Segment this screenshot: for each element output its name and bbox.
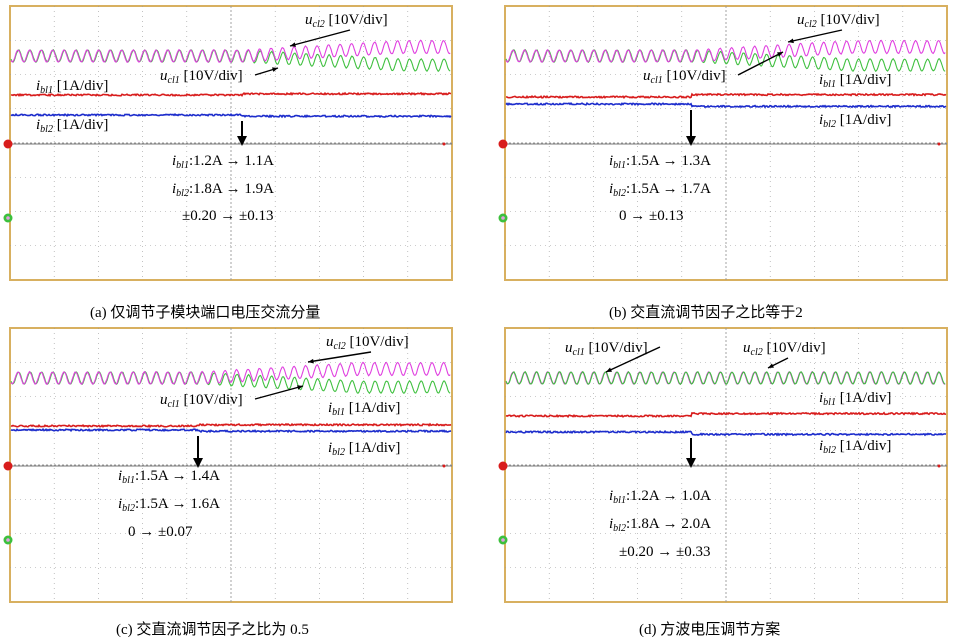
- pointer-ucl1: [254, 385, 304, 400]
- scope-plot-b: ucl2 [10V/div] ucl1 [10V/div] ibl1 [1A/div…: [498, 5, 948, 281]
- label-ibl2: ibl2 [1A/div]: [328, 440, 400, 458]
- waveform-ucl2: [10, 361, 451, 386]
- pointer-ucl1: [605, 346, 661, 373]
- pointer-ucl2-head: [290, 42, 296, 47]
- channel-marker-inner: [6, 538, 10, 542]
- channel-marker-red: [498, 139, 508, 149]
- switch-arrow-head: [686, 458, 696, 468]
- label-ibl2: ibl2 [1A/div]: [36, 117, 108, 135]
- switch-arrow-head: [237, 136, 247, 146]
- label-ibl1: ibl1 [1A/div]: [328, 400, 400, 418]
- waveform-ucl2: [10, 39, 451, 63]
- pointer-ucl2: [787, 29, 843, 43]
- label-ucl1: ucl1 [10V/div]: [643, 68, 726, 86]
- label-ucl1: ucl1 [10V/div]: [160, 68, 243, 86]
- label-ucl2: ucl2 [10V/div]: [305, 12, 388, 30]
- annotation-line-3: 0 → ±0.07: [128, 524, 193, 540]
- annotation-line-2: ibl2:1.8A → 2.0A: [609, 516, 711, 534]
- caption-d: (d) 方波电压调节方案: [639, 622, 781, 638]
- caption-b: (b) 交直流调节因子之比等于2: [609, 305, 803, 321]
- channel-marker-inner: [501, 538, 505, 542]
- annotation-line-1: ibl1:1.5A → 1.4A: [118, 468, 220, 486]
- annotation-line-2: ibl2:1.5A → 1.6A: [118, 496, 220, 514]
- trace-ibl2: [505, 102, 947, 109]
- switch-arrow-head: [193, 458, 203, 468]
- label-ibl1: ibl1 [1A/div]: [819, 390, 891, 408]
- trace-ibl1: [505, 92, 947, 99]
- pointer-ucl2: [289, 29, 351, 47]
- label-ucl2: ucl2 [10V/div]: [326, 334, 409, 352]
- scope-panel-c: ucl2 [10V/div] ucl1 [10V/div] ibl1 [1A/div…: [0, 322, 460, 640]
- pointer-ucl2-head: [788, 38, 794, 44]
- trace-ibl1: [10, 422, 452, 429]
- scope-plot-c: ucl2 [10V/div] ucl1 [10V/div] ibl1 [1A/div…: [3, 327, 453, 603]
- trace-ibl2: [10, 427, 452, 434]
- caption-c: (c) 交直流调节因子之比为 0.5: [116, 622, 309, 638]
- pointer-ucl2-head: [308, 358, 314, 364]
- channel-marker-right: [442, 464, 446, 468]
- scope-panel-b: ucl2 [10V/div] ucl1 [10V/div] ibl1 [1A/div…: [493, 0, 963, 321]
- pointer-ucl1-head: [606, 367, 612, 372]
- channel-marker-right: [937, 142, 941, 146]
- trace-ibl2: [505, 430, 947, 437]
- scope-panel-a: ucl2 [10V/div] ucl1 [10V/div] ibl1 [1A/div…: [0, 0, 460, 321]
- pointer-ucl1: [737, 51, 784, 76]
- channel-marker-red: [3, 461, 13, 471]
- channel-marker-right: [937, 464, 941, 468]
- channel-marker-inner: [501, 216, 505, 220]
- annotation-line-3: ±0.20 → ±0.13: [182, 208, 273, 224]
- pointer-ucl2: [307, 351, 372, 363]
- pointer-ucl1-head: [272, 67, 278, 72]
- label-ibl2: ibl2 [1A/div]: [819, 112, 891, 130]
- channel-marker-right: [442, 142, 446, 146]
- channel-marker-red: [3, 139, 13, 149]
- channel-marker-inner: [6, 216, 10, 220]
- switch-arrow-head: [686, 136, 696, 146]
- label-ucl1: ucl1 [10V/div]: [565, 340, 648, 358]
- annotation-line-2: ibl2:1.5A → 1.7A: [609, 181, 711, 199]
- annotation-line-1: ibl1:1.2A → 1.1A: [172, 153, 274, 171]
- label-ibl1: ibl1 [1A/div]: [36, 78, 108, 96]
- scope-plot-d: ucl2 [10V/div] ucl1 [10V/div] ibl1 [1A/div…: [498, 327, 948, 603]
- waveform-ucl2: [505, 39, 946, 64]
- waveform-ucl1: [505, 370, 946, 386]
- trace-ibl1: [10, 91, 452, 98]
- label-ibl1: ibl1 [1A/div]: [819, 72, 891, 90]
- annotation-line-1: ibl1:1.5A → 1.3A: [609, 153, 711, 171]
- label-ucl2: ucl2 [10V/div]: [743, 340, 826, 358]
- label-ibl2: ibl2 [1A/div]: [819, 438, 891, 456]
- pointer-ucl1-head: [777, 52, 783, 57]
- label-ucl2: ucl2 [10V/div]: [797, 12, 880, 30]
- pointer-ucl2-head: [768, 363, 774, 368]
- annotation-line-1: ibl1:1.2A → 1.0A: [609, 488, 711, 506]
- trace-ibl2: [10, 112, 452, 119]
- annotation-line-2: ibl2:1.8A → 1.9A: [172, 181, 274, 199]
- annotation-line-3: 0 → ±0.13: [619, 208, 683, 224]
- scope-plot-a: ucl2 [10V/div] ucl1 [10V/div] ibl1 [1A/div…: [3, 5, 453, 281]
- scope-panel-d: ucl2 [10V/div] ucl1 [10V/div] ibl1 [1A/div…: [493, 322, 963, 640]
- annotation-line-3: ±0.20 → ±0.33: [619, 544, 710, 560]
- label-ucl1: ucl1 [10V/div]: [160, 392, 243, 410]
- trace-ibl1: [505, 411, 947, 419]
- pointer-ucl1-head: [297, 385, 303, 390]
- caption-a: (a) 仅调节子模块端口电压交流分量: [90, 305, 321, 321]
- channel-marker-red: [498, 461, 508, 471]
